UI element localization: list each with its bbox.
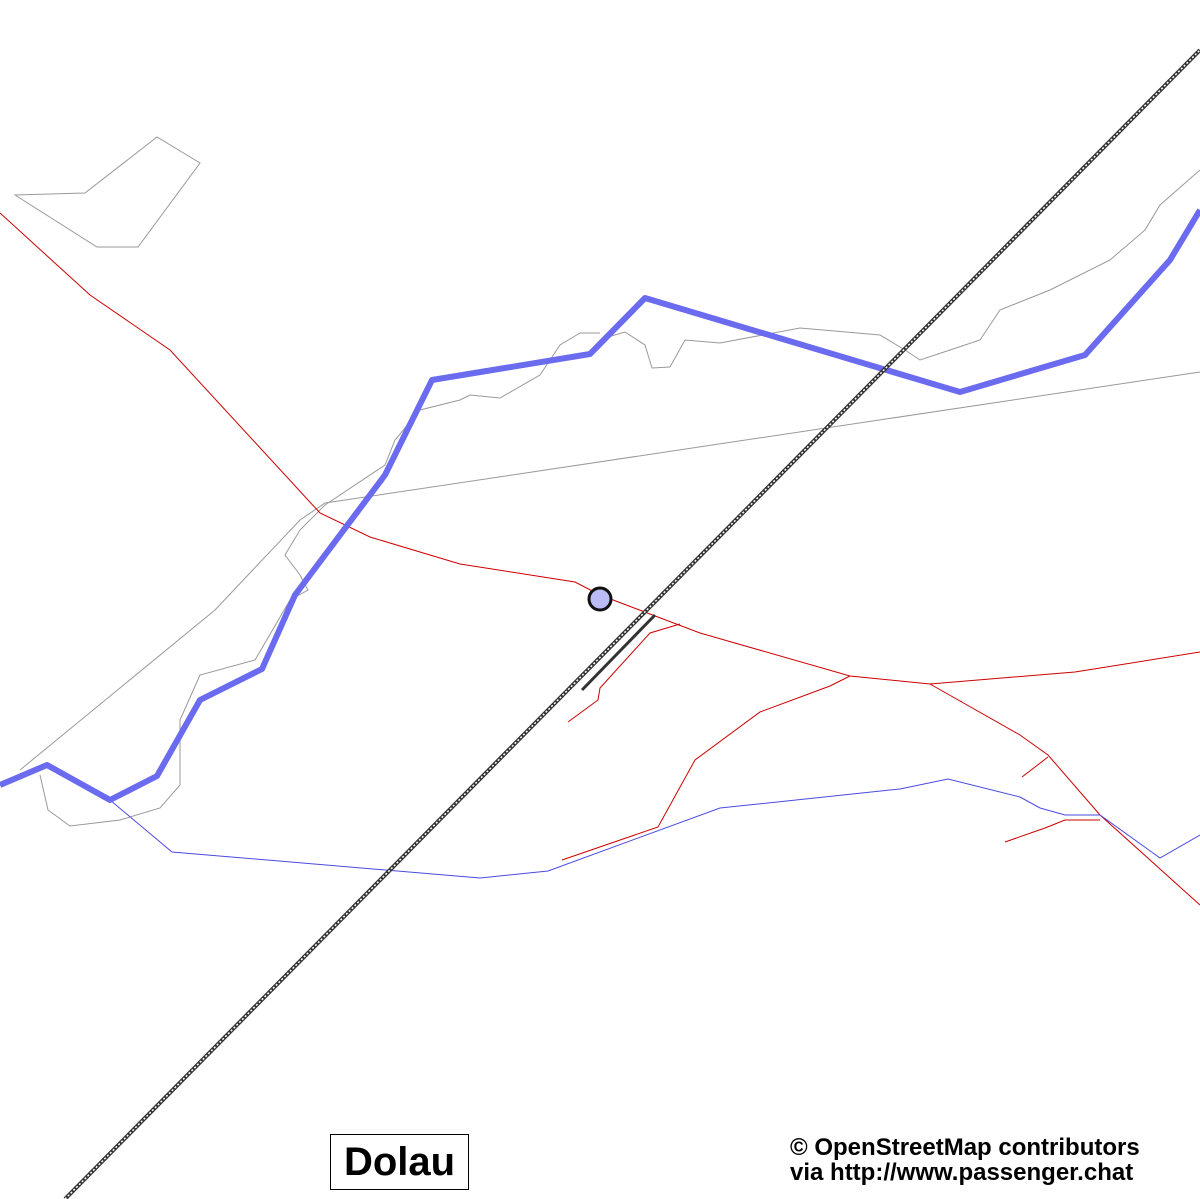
railway — [63, 48, 1200, 1199]
river — [0, 208, 1200, 803]
area-outline — [13, 136, 201, 248]
road-branch-east — [929, 683, 1200, 906]
road-station — [567, 623, 681, 723]
road-spur — [1004, 819, 1100, 843]
riverbank-left — [39, 332, 600, 827]
attribution-line: © OpenStreetMap contributors — [790, 1134, 1140, 1161]
stream — [109, 778, 1200, 879]
attribution: © OpenStreetMap contributors via http://… — [790, 1135, 1140, 1185]
road-spur — [1021, 756, 1049, 778]
place-label: Dolau — [330, 1134, 469, 1190]
road-branch-south — [561, 675, 851, 861]
riverbank-right — [589, 169, 1200, 369]
attribution-line: via http://www.passenger.chat — [790, 1159, 1134, 1186]
boundary-line — [19, 371, 1200, 771]
road-main — [0, 212, 1200, 685]
station-marker[interactable] — [587, 586, 613, 612]
